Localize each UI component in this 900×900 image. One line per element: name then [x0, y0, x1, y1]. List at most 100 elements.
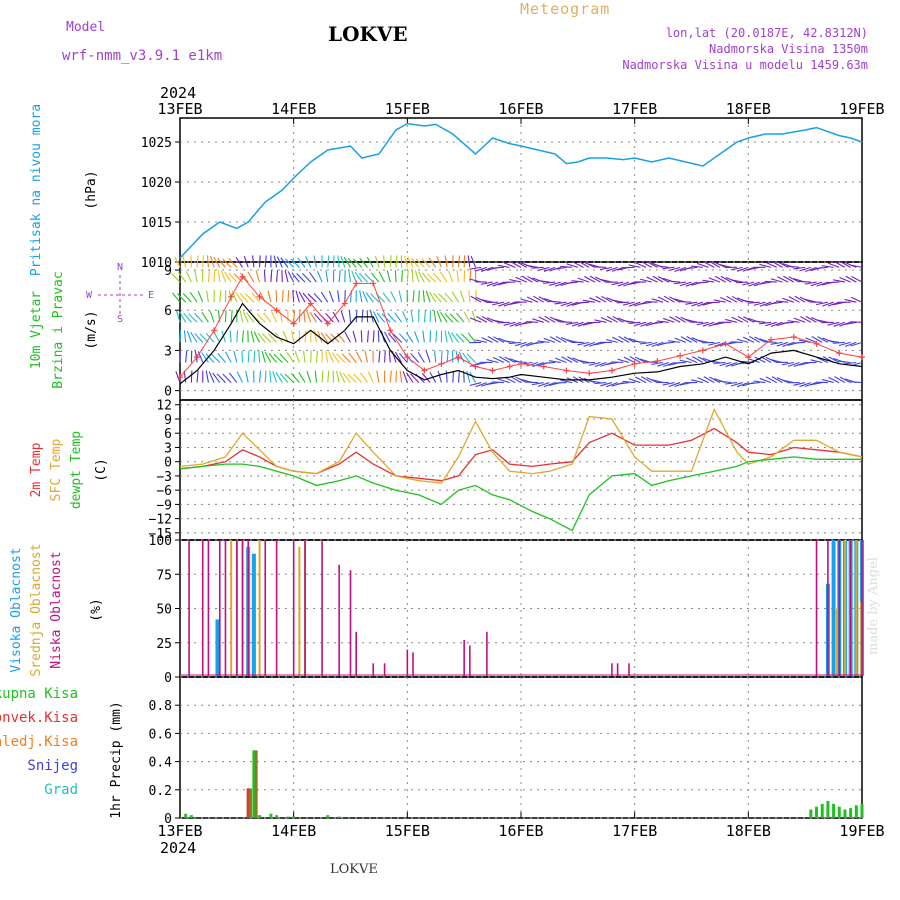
wind-arrow: [527, 275, 539, 283]
wind-arrow: [354, 271, 363, 283]
wind-arrow: [816, 301, 829, 306]
wind-arrow: [367, 371, 374, 383]
wind-arrow: [702, 321, 715, 327]
wind-arrow: [582, 361, 595, 364]
wind-arrow: [446, 350, 449, 363]
wind-arrow: [257, 332, 266, 343]
wind-ylabel-2: Brzina i Pravac: [51, 271, 66, 388]
wind-arrow: [236, 330, 239, 343]
wind-arrow: [719, 361, 732, 367]
wind-arrow: [216, 373, 226, 383]
precip-unit-label: 1hr Precip (mm): [109, 701, 124, 818]
cloud-bar-low: [412, 652, 414, 676]
wind-arrow: [703, 376, 715, 384]
x-tick-label-bottom: 16FEB: [498, 822, 543, 840]
wind-arrow: [313, 255, 317, 268]
wind-arrow: [407, 256, 414, 268]
wind-arrow: [325, 312, 334, 323]
gust-marker: [722, 340, 729, 347]
compass-s-label: S: [117, 314, 123, 325]
wind-arrow: [810, 281, 823, 287]
wind-arrow: [210, 353, 221, 363]
wind-arrow: [503, 340, 516, 343]
compass-n-label: N: [117, 262, 123, 273]
wind-arrow: [578, 260, 590, 268]
wind-arrow: [783, 275, 795, 283]
wind-arrow: [834, 261, 846, 268]
wind-arrow: [337, 290, 340, 303]
temperature-y-tick-label: 3: [164, 441, 172, 456]
wind-arrow: [469, 382, 482, 387]
wind-arrow: [566, 301, 579, 307]
wind-arrow: [263, 312, 272, 323]
wind-arrow: [589, 297, 601, 303]
wind-arrow: [339, 371, 346, 383]
wind-arrow: [749, 335, 760, 343]
wind-arrow: [212, 372, 221, 383]
gust-marker: [836, 350, 843, 357]
gust-marker: [194, 354, 201, 361]
precipitation-y-tick-label: 0.6: [149, 727, 172, 742]
wind-arrow: [382, 292, 391, 303]
wind-arrow: [668, 382, 681, 387]
wind-arrow: [782, 341, 794, 347]
wind-arrow: [185, 270, 192, 283]
wind-arrow: [685, 301, 698, 305]
wind-arrow: [481, 266, 493, 272]
wind-arrow: [662, 361, 675, 368]
wind-arrow: [531, 266, 544, 269]
temperature-y-tick-label: −9: [156, 498, 172, 513]
wind-arrow: [402, 311, 408, 323]
wind-arrow: [433, 310, 437, 323]
wind-arrow: [719, 380, 732, 384]
wind-arrow: [708, 277, 721, 283]
precip-bar-total: [326, 815, 330, 818]
gust-marker: [745, 354, 752, 361]
wind-arrow: [657, 276, 670, 283]
wind-arrow: [296, 273, 306, 283]
cloud-bar-mid: [859, 601, 862, 676]
gust-marker: [404, 354, 411, 361]
wind-arrow: [776, 300, 789, 303]
cloud-bar-low: [838, 540, 841, 676]
precipitation-y-tick-label: 0.2: [149, 784, 172, 799]
wind-arrow: [298, 291, 306, 303]
wind-arrow: [388, 350, 391, 363]
cloud-bar-low: [611, 663, 613, 676]
wind-arrow: [509, 301, 522, 306]
wind-arrow: [207, 270, 210, 283]
wind-arrow: [370, 272, 380, 283]
wind-arrow: [405, 372, 414, 383]
wind-arrow: [435, 330, 438, 343]
cloud-bar-low: [236, 540, 238, 676]
wind-arrow: [595, 295, 607, 303]
wind-arrow: [398, 290, 403, 303]
wind-arrow: [793, 266, 806, 270]
wind-arrow: [520, 341, 533, 348]
wind-arrow: [725, 361, 738, 368]
cloud-bar-low: [224, 540, 227, 676]
wind-arrow: [736, 338, 749, 343]
wind-arrow: [259, 370, 262, 383]
wind-arrow: [646, 276, 658, 283]
gust-marker: [256, 293, 263, 300]
cloud-bar-mid: [835, 608, 838, 676]
wind-arrow: [628, 321, 641, 324]
wind-arrow: [196, 255, 199, 268]
wind-arrow: [189, 292, 198, 303]
wind-arrow: [720, 297, 732, 303]
wind-arrow: [663, 295, 675, 303]
wind-arrow: [352, 258, 363, 268]
wind-arrow: [377, 330, 380, 343]
wind-arrow: [810, 382, 823, 386]
wind-arrow: [747, 301, 760, 304]
wind-arrow: [487, 335, 499, 343]
wind-arrow: [444, 330, 448, 343]
wind-arrow: [306, 370, 312, 383]
wind-arrow: [304, 330, 307, 343]
wind-arrow: [466, 370, 471, 383]
wind-arrow: [605, 361, 618, 366]
wind-arrow: [493, 336, 505, 343]
wind-arrow: [618, 335, 630, 343]
